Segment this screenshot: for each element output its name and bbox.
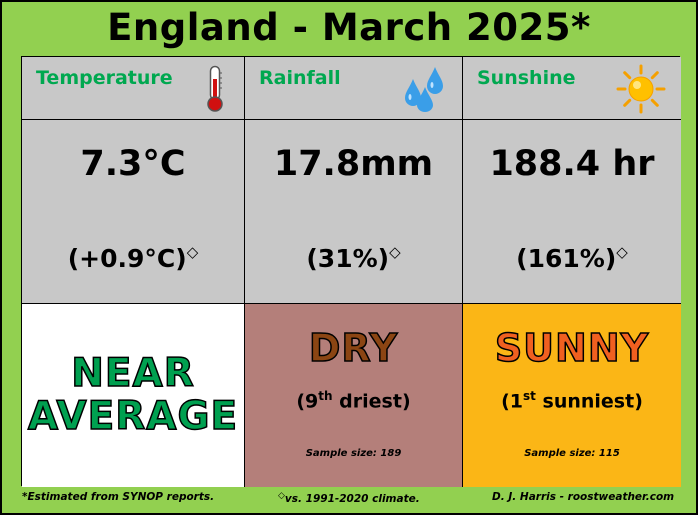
rainfall-rank: (9th driest) (245, 389, 462, 412)
stats-grid: Temperature Rainfall Sunshine (21, 56, 681, 487)
sunshine-anomaly-text: (161%) (516, 244, 617, 273)
rainfall-rank-label: driest) (332, 390, 411, 413)
temperature-anomaly-text: (+0.9°C) (67, 244, 187, 273)
raindrops-icon (405, 67, 443, 112)
sunshine-value: 188.4 hr (489, 144, 655, 184)
temperature-header: Temperature (22, 57, 245, 120)
sunshine-value-panel: 188.4 hr (161%)◇ (463, 120, 681, 304)
page-title: England - March 2025* (107, 6, 591, 49)
sunshine-rank-number: (1 (501, 390, 524, 413)
temperature-value-panel: 7.3°C (+0.9°C)◇ (22, 120, 245, 304)
sunshine-sample-size: Sample size: 115 (524, 448, 620, 459)
sunshine-rank-suffix: st (523, 389, 536, 403)
sunshine-rank-label: sunniest) (535, 390, 643, 413)
rainfall-category: DRY (308, 325, 399, 371)
footer-climate-text: vs. 1991-2020 climate. (284, 493, 420, 505)
rainfall-anomaly: (31%)◇ (245, 243, 462, 273)
temperature-category-line1: NEAR (71, 351, 195, 396)
rainfall-header: Rainfall (245, 57, 463, 120)
sunshine-header: Sunshine (463, 57, 681, 120)
sunshine-rank: (1st sunniest) (463, 389, 681, 412)
footer-climate: ◇vs. 1991-2020 climate. (278, 491, 420, 505)
sunshine-label: Sunshine (477, 67, 576, 89)
temperature-category-line2: AVERAGE (27, 394, 239, 439)
rainfall-sample-size: Sample size: 189 (305, 448, 402, 459)
sunshine-category: SUNNY (494, 325, 650, 371)
climate-diamond-icon: ◇ (389, 243, 401, 261)
temperature-label: Temperature (36, 67, 173, 89)
temperature-category: NEAR AVERAGE (22, 351, 244, 439)
sun-icon (616, 64, 666, 114)
temperature-category-panel: NEAR AVERAGE (22, 304, 245, 487)
sunshine-category-panel: SUNNY (1st sunniest) Sample size: 115 (463, 304, 681, 487)
temperature-anomaly: (+0.9°C)◇ (22, 243, 244, 273)
rainfall-value: 17.8mm (273, 144, 434, 184)
climate-diamond-icon: ◇ (278, 491, 285, 501)
thermometer-icon (207, 65, 223, 112)
climate-diamond-icon: ◇ (616, 243, 628, 261)
rainfall-label: Rainfall (259, 67, 341, 89)
footer-credit: D. J. Harris - roostweather.com (492, 491, 675, 503)
rainfall-category-panel: DRY (9th driest) Sample size: 189 (245, 304, 463, 487)
temperature-value: 7.3°C (80, 144, 186, 184)
rainfall-rank-suffix: th (318, 389, 333, 403)
footer-note: *Estimated from SYNOP reports. (22, 491, 215, 503)
rainfall-anomaly-text: (31%) (306, 244, 390, 273)
rainfall-rank-number: (9 (296, 390, 319, 413)
sunshine-anomaly: (161%)◇ (463, 243, 681, 273)
rainfall-value-panel: 17.8mm (31%)◇ (245, 120, 463, 304)
climate-diamond-icon: ◇ (186, 243, 199, 261)
